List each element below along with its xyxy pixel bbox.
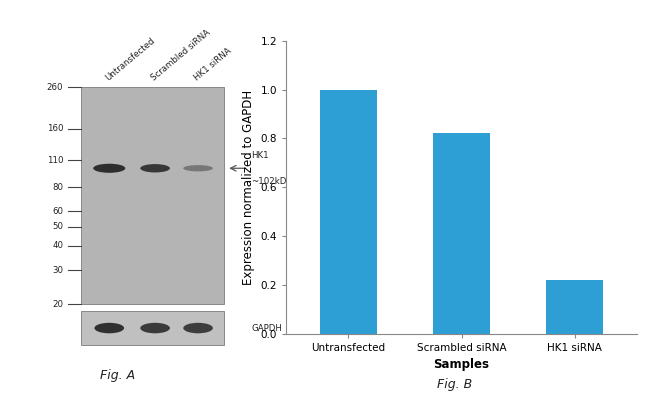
Text: Untransfected: Untransfected [103,36,157,82]
Y-axis label: Expression normalized to GAPDH: Expression normalized to GAPDH [242,90,255,285]
Text: Scrambled siRNA: Scrambled siRNA [150,28,212,82]
Text: 110: 110 [47,156,63,165]
Text: 260: 260 [47,83,63,92]
Text: ~102kDa: ~102kDa [251,177,292,186]
Ellipse shape [183,165,213,171]
Text: 50: 50 [52,222,63,232]
X-axis label: Samples: Samples [434,358,489,371]
Text: Fig. A: Fig. A [100,369,135,382]
Text: 60: 60 [52,207,63,216]
Text: 40: 40 [52,241,63,250]
Bar [81,311,224,345]
Bar [81,88,224,304]
Bar [433,133,490,334]
Ellipse shape [93,164,125,173]
Text: 30: 30 [52,266,63,275]
Text: Fig. B: Fig. B [437,378,473,391]
Text: GAPDH: GAPDH [251,324,282,333]
Ellipse shape [140,323,170,333]
Bar [320,90,376,334]
Ellipse shape [183,323,213,333]
Text: HK1: HK1 [251,151,268,160]
Ellipse shape [94,323,124,333]
Text: 160: 160 [47,124,63,133]
Text: 20: 20 [52,300,63,309]
Text: HK1 siRNA: HK1 siRNA [192,46,233,82]
Bar [547,280,603,334]
Text: 80: 80 [52,183,63,192]
Ellipse shape [140,164,170,173]
